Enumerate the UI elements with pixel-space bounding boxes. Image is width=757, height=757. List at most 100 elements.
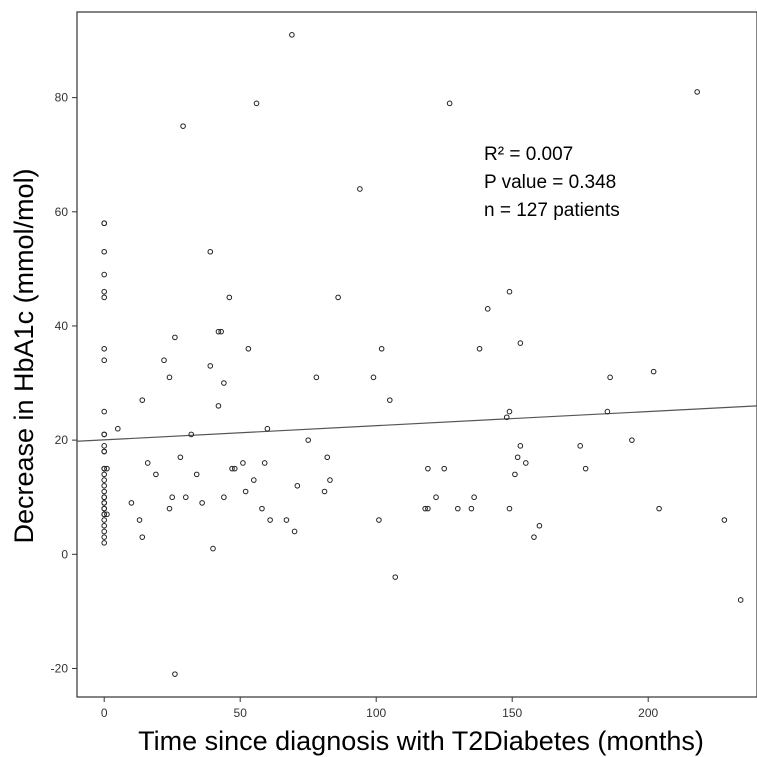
data-point [324,454,331,461]
data-point [101,482,107,489]
data-point [101,288,107,295]
data-point [245,345,252,352]
data-point [582,465,589,472]
annotation-n-patients: n = 127 patients [484,200,620,221]
data-point [101,500,107,506]
data-point [650,368,657,375]
data-point [422,505,428,512]
x-tick-label: 200 [638,706,658,720]
y-tick-label: -20 [51,661,69,675]
data-point [177,454,184,461]
data-point [183,494,189,501]
data-point [313,374,320,381]
data-point [512,471,518,478]
data-point [531,534,537,540]
data-point [172,671,178,677]
data-point [101,345,107,352]
y-tick-label: 80 [55,91,69,105]
data-point [101,540,107,546]
data-point [261,460,268,466]
data-point [188,431,195,438]
data-point [294,482,301,489]
data-point [425,505,431,512]
y-axis-title: Decrease in HbA1c (mmol/mol) [9,168,39,543]
data-point [446,100,453,107]
data-point [291,528,298,535]
data-point [305,437,312,443]
data-point [180,123,186,129]
data-point [694,89,700,95]
data-point [392,574,399,580]
data-point [536,522,543,529]
data-point [468,505,475,512]
data-point [503,414,510,421]
data-point [737,597,744,603]
data-point [153,471,159,478]
data-point [267,517,273,523]
data-point [139,397,146,403]
data-point [387,397,393,403]
data-point [101,465,107,472]
y-tick-label: 20 [55,433,69,447]
y-tick-label: 40 [55,319,69,333]
data-point [229,465,235,472]
data-point [101,294,107,301]
data-point [104,511,110,518]
data-point [523,460,529,466]
data-point [506,505,513,512]
data-point [172,334,178,341]
x-axis-ticks: 0 50 100 150 200 [101,697,659,720]
data-point [517,443,524,449]
data-point [101,488,107,495]
data-point [321,488,328,495]
data-point [101,494,107,501]
data-points [101,32,744,677]
data-point [425,465,431,472]
data-point [471,494,477,501]
data-point [101,477,107,483]
stats-annotation: R² = 0.007 P value = 0.348 n = 127 patie… [484,144,620,221]
data-point [514,454,521,461]
data-point [101,534,107,540]
data-point [215,403,222,409]
plot-frame [76,11,757,698]
data-point [251,477,257,483]
data-point [101,248,107,255]
data-point [128,500,135,506]
data-point [259,505,265,512]
annotation-r-squared: R² = 0.007 [484,144,573,165]
data-point [370,374,377,381]
x-tick-label: 100 [366,706,386,720]
data-point [376,517,382,523]
data-point [264,425,271,432]
data-point [629,437,635,443]
data-point [101,505,107,512]
data-point [283,517,290,523]
data-point [242,488,249,495]
x-tick-label: 150 [502,706,522,720]
data-point [207,248,214,255]
data-point [101,431,107,438]
data-point [218,328,224,335]
y-axis-ticks: -20 0 20 40 60 80 [51,91,77,675]
data-point [169,494,175,501]
data-point [101,528,107,535]
data-point [433,494,439,501]
data-point [221,380,227,386]
data-point [139,534,146,540]
data-point [101,271,107,278]
regression-line [76,405,757,442]
data-point [656,505,662,512]
y-tick-label: 60 [55,205,69,219]
data-point [226,294,233,301]
data-point [166,374,173,381]
data-point [144,460,151,466]
data-point [506,288,513,295]
data-point [721,517,728,523]
data-point [101,511,107,518]
data-point [136,517,143,523]
data-point [253,100,260,107]
data-point [240,460,246,466]
data-point [161,357,167,364]
